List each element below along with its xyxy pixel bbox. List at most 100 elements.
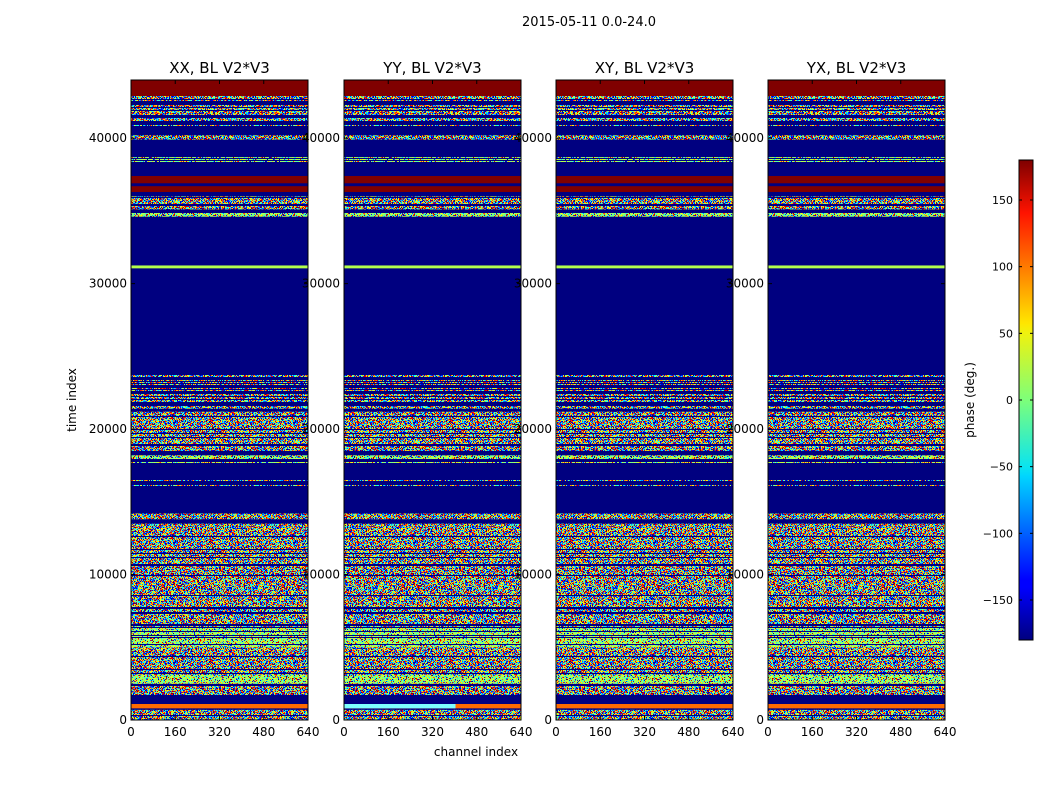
figure-suptitle: 2015-05-11 0.0-24.0 [522,15,656,30]
y-tick-label: 40000 [302,131,340,145]
heatmap-band [768,626,945,648]
heatmap-band [344,674,521,684]
x-tick-label: 480 [252,725,275,739]
colorbar-ticks: −150 −100 −50 0 50 100 150 [983,194,1033,607]
heatmap-band [131,626,308,648]
y-tick-label: 10000 [302,568,340,582]
y-tick-label: 20000 [726,422,764,436]
heatmap-band [768,709,945,720]
x-tick-label: 320 [421,725,444,739]
heatmap-band [556,186,733,192]
heatmap-band [344,411,521,451]
heatmap-band [556,523,733,696]
heatmap-band [131,709,308,720]
heatmap-band [131,157,308,163]
heatmap-band [768,135,945,140]
y-tick-label: 30000 [89,277,127,291]
heatmap-band [556,373,733,409]
panel-2: YY, BL V2*V3 0 160 320 480 640 0 10000 20000 3000… [302,59,533,739]
y-tick-label: 40000 [89,131,127,145]
y-tick-label: 40000 [514,131,552,145]
heatmap-band [131,135,308,140]
y-tick-label: 40000 [726,131,764,145]
y-tick-label: 20000 [302,422,340,436]
heatmap-band [344,513,521,520]
panel-4: YX, BL V2*V3 0 160 320 480 640 0 10000 20000 3000… [726,59,957,739]
heatmap-band [556,265,733,269]
x-tick-label: 160 [377,725,400,739]
heatmap-band [768,704,945,709]
y-tick-label: 30000 [726,277,764,291]
heatmap-band [768,196,945,210]
x-tick-label: 640 [297,725,320,739]
heatmap-band [556,176,733,184]
heatmap-band [344,157,521,163]
heatmap-band [768,455,945,466]
heatmap-band [344,176,521,184]
x-tick-label: 160 [589,725,612,739]
heatmap-band [556,411,733,451]
colorbar-tick-label: −150 [983,594,1013,607]
heatmap-band [768,186,945,192]
heatmap-band [131,96,308,130]
heatmap-band [344,212,521,217]
heatmap-band [768,157,945,163]
y-tick-label: 0 [332,713,340,727]
heatmap-band [344,455,521,466]
x-tick-label: 160 [164,725,187,739]
y-tick-label: 30000 [514,277,552,291]
heatmap-band [344,96,521,130]
heatmap-band [556,513,733,520]
x-tick-label: 160 [801,725,824,739]
heatmap-band [131,373,308,409]
y-tick-label: 0 [756,713,764,727]
heatmap-band [556,626,733,648]
colorbar-tick-label: 100 [992,261,1013,274]
panel-title: YX, BL V2*V3 [806,59,907,77]
heatmap-band [556,709,733,720]
y-tick-label: 10000 [89,568,127,582]
heatmap-band [556,704,733,709]
panel-3: XY, BL V2*V3 0 160 320 480 640 0 10000 20000 3000… [514,59,745,739]
x-tick-label: 640 [722,725,745,739]
x-tick-label: 480 [889,725,912,739]
x-tick-label: 640 [510,725,533,739]
heatmap-band [768,674,945,684]
colorbar-tick-label: −50 [990,461,1013,474]
heatmap-band [556,196,733,210]
heatmap-band [344,373,521,409]
heatmap-band [344,626,521,648]
heatmap-band [131,480,308,491]
heatmap-band [768,523,945,696]
heatmap-band [344,709,521,720]
colorbar: −150 −100 −50 0 50 100 150 phase (deg.) [963,159,1034,641]
colorbar-label: phase (deg.) [963,362,977,438]
heatmap-band [556,212,733,217]
heatmap-band [131,513,308,520]
heatmap-band [131,212,308,217]
heatmap-band [131,674,308,684]
heatmap-band [344,480,521,491]
panel-title: XX, BL V2*V3 [169,59,270,77]
x-tick-label: 320 [845,725,868,739]
x-tick-label: 0 [127,725,135,739]
heatmap-band [556,455,733,466]
heatmap-band [131,196,308,210]
heatmap-band [768,373,945,409]
y-tick-label: 20000 [89,422,127,436]
heatmap-band [768,513,945,520]
x-axis-label: channel index [434,745,518,759]
heatmap-band [768,265,945,269]
heatmap-band [131,411,308,451]
heatmap-band [131,704,308,709]
heatmap-band [344,265,521,269]
heatmap-band [344,135,521,140]
colorbar-tick-label: 150 [992,194,1013,207]
heatmap-band [768,480,945,491]
heatmap-band [344,196,521,210]
x-tick-label: 480 [465,725,488,739]
x-tick-label: 640 [934,725,957,739]
colorbar-tick-label: 0 [1006,394,1013,407]
heatmap-band [131,176,308,184]
